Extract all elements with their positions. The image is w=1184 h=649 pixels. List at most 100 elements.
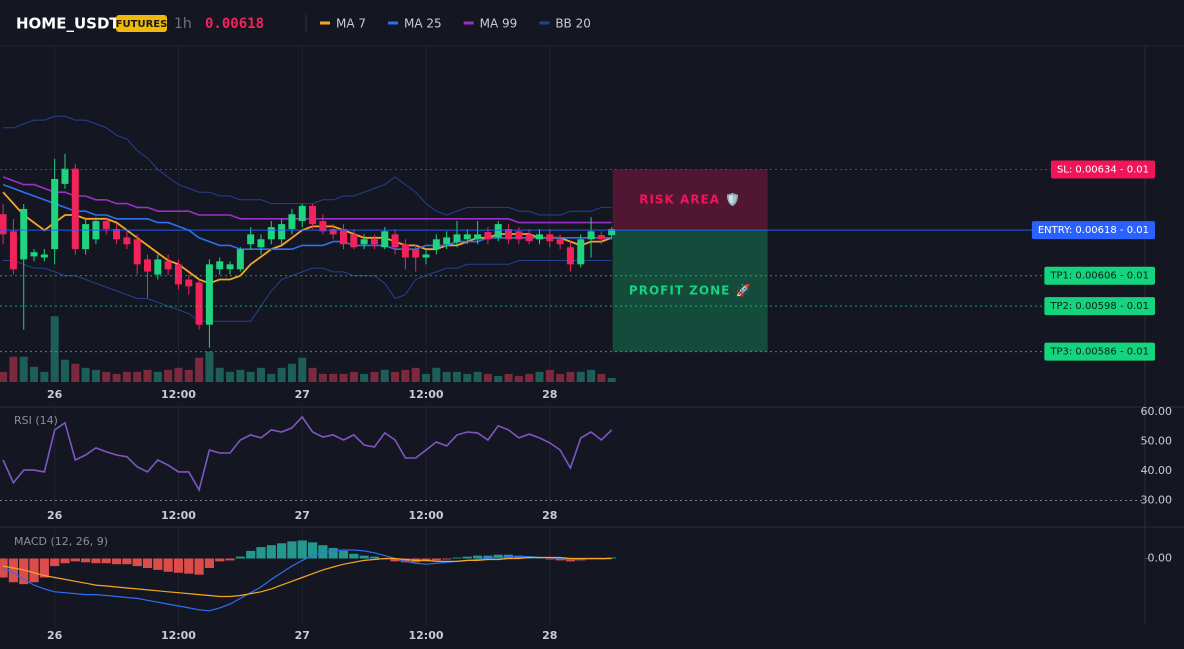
x-tick-label: 26: [47, 629, 63, 642]
candle-body: [412, 249, 420, 258]
level-label: TP2: 0.00598 - 0.01: [1049, 301, 1149, 312]
x-tick-label: 26: [47, 388, 63, 401]
candle-body: [535, 234, 543, 240]
macd-line: [2, 556, 612, 598]
volume-bar: [566, 371, 575, 382]
x-tick-label: 12:00: [409, 509, 444, 522]
volume-bar: [380, 369, 389, 382]
candle-body: [20, 208, 28, 260]
volume-bar: [153, 371, 162, 382]
histogram-bar: [555, 558, 565, 561]
histogram-bar: [50, 558, 60, 567]
y-tick-label: 40.00: [1141, 464, 1173, 477]
x-tick-label: 12:00: [161, 388, 196, 401]
volume-bar: [71, 363, 80, 382]
candle-body: [123, 237, 131, 245]
candle-body: [309, 205, 317, 225]
histogram-bar: [215, 558, 225, 562]
candle-body: [340, 229, 347, 245]
histogram-bar: [19, 558, 29, 585]
volume-bar: [463, 373, 472, 382]
candle-body: [0, 214, 7, 235]
volume-bar: [122, 371, 131, 382]
volume-bar: [411, 367, 420, 382]
volume-bar: [9, 356, 18, 382]
volume-bar: [576, 371, 585, 382]
volume-bar: [318, 373, 327, 382]
histogram-bar: [442, 558, 452, 560]
histogram-bar: [483, 555, 493, 559]
candle-body: [319, 221, 327, 232]
candle-body: [597, 235, 605, 240]
legend-label: MA 99: [480, 17, 518, 31]
volume-bar: [205, 351, 214, 382]
histogram-bar: [472, 555, 483, 559]
volume-bar: [133, 371, 142, 382]
histogram-bar: [122, 558, 132, 565]
volume-bar: [102, 371, 111, 382]
candle-body: [546, 234, 554, 242]
volume-bar: [494, 375, 503, 382]
volume-bar: [587, 369, 596, 382]
volume-bar: [215, 367, 224, 382]
y-tick-label: 0.00: [1148, 552, 1173, 565]
histogram-bar: [545, 558, 555, 560]
candle-body: [515, 231, 523, 240]
volume-bar: [143, 369, 152, 382]
macd-line: [2, 549, 612, 612]
histogram-bar: [246, 550, 256, 559]
ma-line: [2, 176, 612, 224]
candle-body: [587, 231, 595, 240]
volume-bar: [339, 373, 348, 382]
histogram-bar: [204, 558, 215, 568]
candle-body: [525, 234, 533, 242]
volume-bar: [91, 369, 100, 382]
candle-body: [61, 168, 69, 184]
histogram-bar: [256, 547, 266, 559]
candle-body: [370, 239, 378, 245]
histogram-bar: [111, 558, 122, 565]
interval: 1h: [174, 16, 192, 32]
x-tick-label: 28: [542, 509, 557, 522]
zone: [612, 230, 768, 352]
candle-body: [216, 261, 224, 270]
candle-body: [133, 239, 141, 265]
histogram-bar: [29, 558, 39, 583]
level-tag: [1044, 266, 1155, 285]
candle-body: [505, 229, 513, 240]
volume-bar: [360, 373, 369, 382]
histogram-bar: [235, 556, 245, 559]
candle-body: [154, 259, 162, 275]
bb-upper: [3, 115, 612, 216]
candle-body: [267, 227, 275, 240]
volume-bar: [535, 371, 544, 382]
volume-bar: [298, 357, 307, 382]
volume-bar: [195, 357, 204, 382]
volume-bar: [504, 373, 513, 382]
volume-bar: [267, 373, 276, 382]
candle-body: [278, 224, 286, 240]
level-tag: [1044, 342, 1155, 361]
candle-body: [422, 254, 430, 258]
histogram-bar: [163, 558, 173, 572]
volume-bar: [525, 373, 534, 382]
level-label: TP3: 0.00586 - 0.01: [1049, 347, 1149, 358]
histogram-bar: [277, 543, 287, 559]
legend-label: BB 20: [555, 17, 591, 31]
zone: [612, 169, 768, 231]
histogram-bar: [194, 558, 204, 575]
candle-body: [205, 264, 213, 325]
volume-bar: [556, 373, 565, 382]
histogram-bar: [173, 558, 184, 573]
candle-body: [463, 234, 471, 240]
histogram-bar: [266, 545, 276, 559]
volume-bar: [226, 371, 235, 382]
x-tick-label: 26: [47, 509, 63, 522]
level-label: SL: 0.00634 - 0.01: [1057, 164, 1149, 175]
candle-body: [9, 231, 17, 270]
candle-body: [257, 239, 265, 248]
histogram-bar: [225, 558, 235, 561]
volume-bar: [514, 375, 523, 382]
candle-body: [226, 264, 234, 270]
